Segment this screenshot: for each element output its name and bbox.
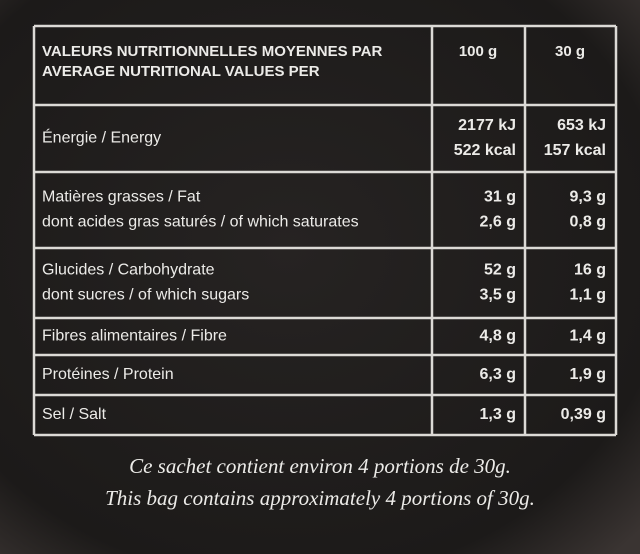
value-per-30g: 1,9 g — [570, 366, 606, 383]
table-frame — [32, 24, 618, 437]
nutrient-label: Fibres alimentaires / Fibre — [42, 328, 227, 345]
value-per-30g: 0,8 g — [570, 214, 606, 231]
value-per-100g: 31 g — [484, 189, 516, 206]
nutrient-label: dont sucres / of which sugars — [42, 287, 249, 304]
nutrient-label: dont acides gras saturés / of which satu… — [42, 214, 359, 231]
nutrient-label: Matières grasses / Fat — [42, 189, 201, 206]
value-per-100g: 2,6 g — [480, 214, 516, 231]
column-header: 100 g — [459, 43, 497, 60]
value-per-100g: 522 kcal — [454, 142, 516, 159]
nutrient-label: Protéines / Protein — [42, 366, 174, 383]
value-per-100g: 52 g — [484, 262, 516, 279]
column-header: 30 g — [555, 43, 585, 60]
value-per-100g: 1,3 g — [480, 406, 516, 423]
value-per-30g: 0,39 g — [561, 406, 606, 423]
value-per-30g: 157 kcal — [544, 142, 606, 159]
footer-note: Ce sachet contient environ 4 portions de… — [129, 454, 511, 478]
value-per-100g: 6,3 g — [480, 366, 516, 383]
footer-note: This bag contains approximately 4 portio… — [105, 486, 535, 510]
nutrient-label: Énergie / Energy — [42, 128, 161, 147]
value-per-30g: 653 kJ — [557, 117, 606, 134]
value-per-30g: 9,3 g — [570, 189, 606, 206]
value-per-30g: 1,1 g — [570, 287, 606, 304]
nutrient-label: Sel / Salt — [42, 406, 107, 423]
value-per-100g: 2177 kJ — [458, 117, 516, 134]
nutrient-label: Glucides / Carbohydrate — [42, 262, 215, 279]
header-title: AVERAGE NUTRITIONAL VALUES PER — [42, 63, 320, 80]
value-per-30g: 1,4 g — [570, 328, 606, 345]
value-per-100g: 3,5 g — [480, 287, 516, 304]
header-title: VALEURS NUTRITIONNELLES MOYENNES PAR — [42, 43, 382, 60]
value-per-30g: 16 g — [574, 262, 606, 279]
value-per-100g: 4,8 g — [480, 328, 516, 345]
